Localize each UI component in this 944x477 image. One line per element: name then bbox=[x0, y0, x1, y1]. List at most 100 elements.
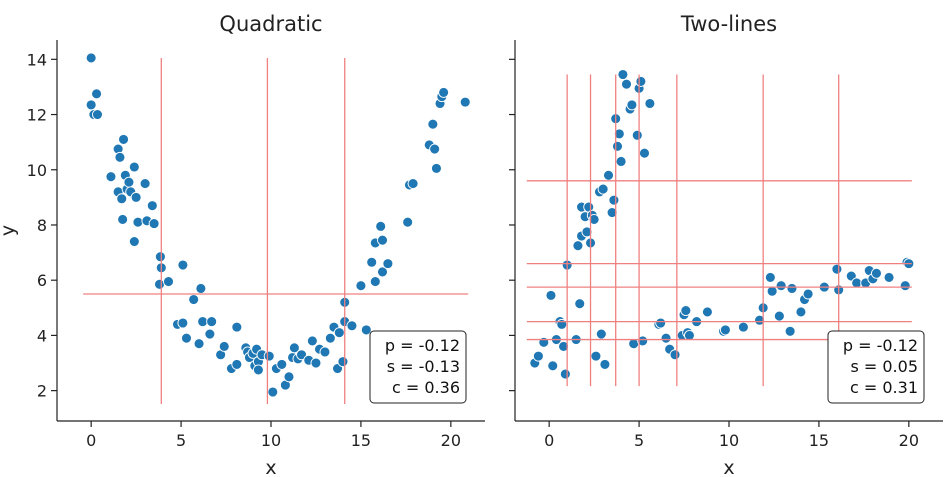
data-point bbox=[899, 280, 911, 292]
data-point bbox=[193, 338, 205, 350]
data-point bbox=[612, 140, 623, 152]
y-tick-label: 4 bbox=[37, 326, 47, 345]
data-point bbox=[669, 349, 681, 361]
data-point bbox=[538, 336, 550, 348]
y-axis-label: y bbox=[0, 225, 19, 236]
data-point bbox=[267, 386, 279, 398]
data-point bbox=[459, 96, 471, 108]
data-point bbox=[231, 321, 243, 333]
data-point bbox=[163, 276, 174, 288]
x-tick-label: 0 bbox=[86, 431, 96, 450]
chart-title: Quadratic bbox=[219, 12, 322, 36]
data-point bbox=[197, 316, 209, 328]
data-point bbox=[680, 305, 692, 317]
data-point bbox=[288, 342, 300, 354]
x-tick-label: 20 bbox=[899, 431, 919, 450]
data-point bbox=[547, 360, 559, 372]
data-point bbox=[360, 324, 372, 336]
x-tick-label: 10 bbox=[261, 431, 281, 450]
data-point bbox=[204, 328, 216, 340]
data-point bbox=[545, 289, 557, 301]
data-point bbox=[91, 88, 103, 100]
data-point bbox=[773, 310, 785, 322]
data-point bbox=[599, 358, 611, 370]
data-point bbox=[438, 87, 450, 98]
data-point bbox=[615, 156, 627, 167]
data-point bbox=[764, 271, 776, 283]
data-point bbox=[784, 325, 796, 337]
data-point bbox=[795, 306, 807, 318]
data-point bbox=[377, 234, 388, 246]
data-point bbox=[366, 256, 378, 268]
stats-box: p = -0.12 s = -0.13 c = 0.36 bbox=[369, 330, 467, 404]
data-point bbox=[581, 226, 593, 238]
data-point bbox=[617, 69, 629, 80]
data-point bbox=[355, 280, 367, 292]
stat-line: p = -0.12 bbox=[843, 336, 918, 355]
data-point bbox=[85, 52, 97, 64]
stat-line: c = 0.31 bbox=[850, 378, 918, 397]
data-point bbox=[177, 259, 189, 271]
x-axis-label: x bbox=[723, 457, 734, 477]
data-point bbox=[128, 161, 140, 173]
stat-line: s = 0.05 bbox=[850, 357, 918, 376]
panel-quadratic: Quadratic 0 5 10 15 20 2 4 6 8 10 12 14 x y p = -0.12 s … bbox=[0, 12, 485, 477]
stats-box: p = -0.12 s = 0.05 c = 0.31 bbox=[827, 330, 925, 404]
data-point bbox=[296, 349, 308, 361]
data-point bbox=[218, 341, 230, 352]
data-point bbox=[644, 98, 656, 109]
y-tick-label: 8 bbox=[37, 216, 47, 235]
data-point bbox=[532, 350, 544, 362]
data-point bbox=[883, 271, 895, 283]
panel-two-lines: Two-lines 0 5 10 15 20 x p = -0.12 s = 0.05 c = 0… bbox=[509, 12, 943, 477]
data-point bbox=[206, 316, 218, 328]
data-point bbox=[333, 327, 345, 339]
y-tick-label: 12 bbox=[27, 106, 47, 125]
data-point bbox=[660, 332, 672, 344]
data-point bbox=[402, 216, 414, 228]
data-point bbox=[117, 214, 129, 225]
data-point bbox=[613, 128, 625, 140]
y-tick-label: 14 bbox=[27, 50, 47, 69]
data-point bbox=[427, 118, 439, 130]
data-point bbox=[588, 214, 600, 225]
data-point bbox=[608, 194, 620, 206]
data-point bbox=[132, 216, 144, 228]
data-point bbox=[556, 318, 568, 330]
data-point bbox=[105, 171, 117, 183]
data-point bbox=[606, 207, 618, 219]
y-tick-label: 10 bbox=[27, 161, 47, 180]
data-point bbox=[252, 364, 264, 376]
data-point bbox=[195, 283, 207, 294]
data-point bbox=[595, 328, 607, 340]
stats-box-frame bbox=[369, 330, 467, 404]
data-point bbox=[655, 317, 667, 329]
data-point bbox=[181, 332, 192, 344]
data-point bbox=[369, 276, 381, 288]
data-point bbox=[92, 109, 103, 120]
data-point bbox=[177, 317, 189, 329]
chart-title: Two-lines bbox=[680, 12, 777, 36]
data-point bbox=[635, 75, 647, 87]
data-point bbox=[558, 341, 570, 352]
data-point bbox=[639, 147, 650, 159]
x-tick-label: 5 bbox=[176, 431, 186, 450]
data-point bbox=[701, 306, 713, 318]
data-point bbox=[118, 133, 129, 145]
stat-line: s = -0.13 bbox=[387, 357, 460, 376]
data-point bbox=[128, 236, 140, 247]
data-point bbox=[597, 183, 609, 195]
data-point bbox=[754, 314, 766, 326]
data-point bbox=[559, 368, 571, 380]
data-point bbox=[590, 350, 602, 362]
data-point bbox=[802, 288, 814, 300]
stat-line: c = 0.36 bbox=[392, 378, 460, 397]
data-point bbox=[154, 278, 165, 290]
data-point bbox=[123, 176, 135, 188]
x-tick-label: 10 bbox=[719, 431, 739, 450]
data-point bbox=[719, 324, 731, 336]
data-point bbox=[631, 129, 643, 141]
data-point bbox=[146, 200, 158, 212]
data-point bbox=[603, 169, 614, 181]
